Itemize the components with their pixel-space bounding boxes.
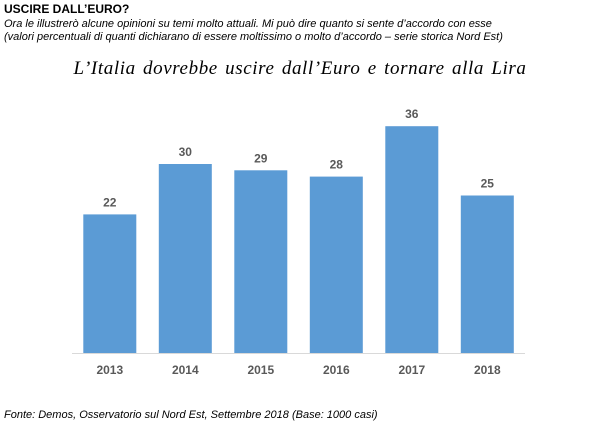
- bars-group: [83, 126, 514, 353]
- value-label-2017: 36: [405, 107, 419, 121]
- chart-title: L’Italia dovrebbe uscire dall’Euro e tor…: [73, 58, 527, 79]
- bar-2016: [309, 176, 363, 353]
- value-labels-group: 22 30 29 28 36 25: [103, 107, 494, 209]
- value-label-2015: 29: [254, 151, 268, 165]
- category-label-2018: 2018: [474, 363, 501, 377]
- bar-2018: [460, 195, 514, 353]
- bar-2014: [158, 164, 212, 353]
- source-note: Fonte: Demos, Osservatorio sul Nord Est,…: [4, 409, 378, 421]
- category-label-2016: 2016: [323, 363, 350, 377]
- bar-2015: [234, 170, 288, 353]
- question-text: Ora le illustrerò alcune opinioni su tem…: [4, 18, 596, 44]
- category-labels-group: 2013 2014 2015 2016 2017 2018: [96, 363, 501, 377]
- value-label-2014: 30: [179, 145, 193, 159]
- bar-2017: [385, 126, 439, 353]
- value-label-2013: 22: [103, 195, 117, 209]
- value-label-2018: 25: [481, 177, 495, 191]
- category-label-2015: 2015: [247, 363, 274, 377]
- question-line-1: Ora le illustrerò alcune opinioni su tem…: [4, 18, 492, 30]
- value-label-2016: 28: [330, 158, 344, 172]
- category-label-2014: 2014: [172, 363, 199, 377]
- question-line-2: (valori percentuali di quanti dichiarano…: [4, 31, 503, 43]
- page-heading: USCIRE DALL’EURO?: [4, 2, 130, 16]
- bar-2013: [83, 214, 137, 353]
- category-label-2017: 2017: [398, 363, 425, 377]
- category-label-2013: 2013: [96, 363, 123, 377]
